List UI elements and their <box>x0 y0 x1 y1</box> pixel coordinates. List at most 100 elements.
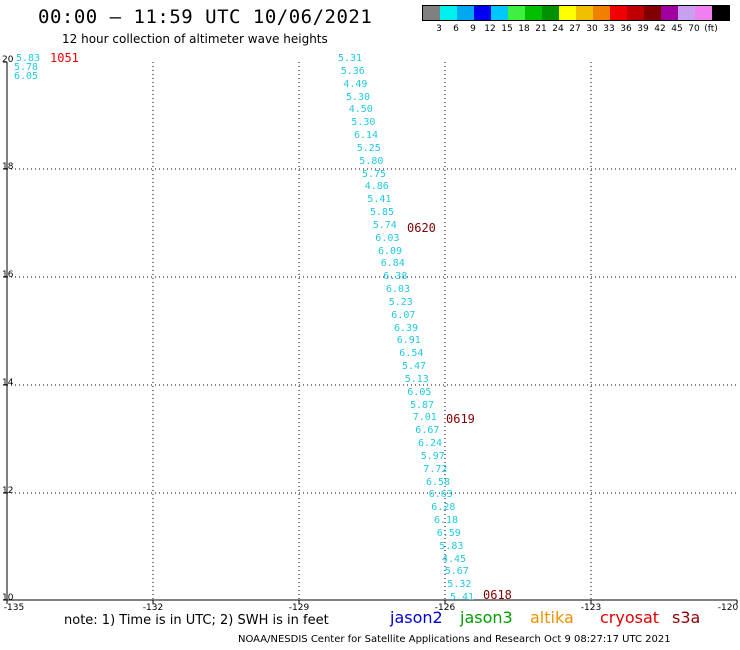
wave-height-value: 5.74 <box>372 219 397 231</box>
latitude-label: 18 <box>2 162 14 172</box>
legend-swatches <box>422 5 730 21</box>
legend-label: 6 <box>453 24 459 34</box>
subtitle: 12 hour collection of altimeter wave hei… <box>62 32 328 46</box>
wave-height-value: 7.01 <box>412 412 437 424</box>
color-scale-legend: 3 6 9 12 15 18 21 24 27 30 33 36 39 42 45 70 (ft) <box>422 5 730 36</box>
latitude-label: 12 <box>2 486 14 496</box>
legend-swatch <box>508 6 525 20</box>
wave-height-value: 6.67 <box>415 425 440 437</box>
latitude-label: 14 <box>2 378 14 388</box>
legend-label: 39 <box>637 24 649 34</box>
longitude-label: -132 <box>142 603 164 613</box>
legend-label: 36 <box>620 24 632 34</box>
wave-height-value: 5.83 <box>16 53 41 64</box>
wave-height-value: 5.23 <box>388 296 413 308</box>
legend-label: 45 <box>671 24 683 34</box>
legend-label: 24 <box>552 24 564 34</box>
legend-swatch <box>525 6 542 20</box>
wave-height-value: 6.39 <box>394 322 419 334</box>
wave-height-value: 4.49 <box>343 78 368 90</box>
legend-swatch <box>712 6 729 20</box>
wave-height-value: 6.14 <box>354 130 379 141</box>
wave-height-value: 5.36 <box>340 65 365 77</box>
wave-height-value: 5.97 <box>420 450 445 462</box>
legend-swatch <box>457 6 474 20</box>
wave-height-value: 6.58 <box>426 476 451 488</box>
wave-height-value: 5.47 <box>402 361 427 372</box>
legend-swatch <box>576 6 593 20</box>
legend-label: 3 <box>436 24 442 34</box>
legend-swatch <box>491 6 508 20</box>
legend-label: (ft) <box>704 24 718 34</box>
legend-swatch <box>644 6 661 20</box>
satellite-cryosat: cryosat <box>600 608 660 627</box>
pass-time-label: 1051 <box>50 51 79 65</box>
legend-label: 18 <box>518 24 530 34</box>
legend-swatch <box>423 6 440 20</box>
wave-height-value: 5.87 <box>410 399 435 411</box>
satellite-jason3: jason3 <box>460 608 513 627</box>
pass-time-label: 0618 <box>483 588 512 602</box>
wave-height-value: 5.30 <box>351 117 376 129</box>
satellite-s3a: s3a <box>672 608 701 627</box>
wave-height-value: 5.41 <box>367 194 392 206</box>
wave-height-value: 6.38 <box>383 271 408 283</box>
wave-height-value: 5.83 <box>439 540 464 552</box>
legend-swatch <box>695 6 712 20</box>
wave-height-value: 5.30 <box>346 91 371 103</box>
wave-height-value: 4.50 <box>348 104 373 116</box>
wave-height-value: 5.80 <box>359 155 384 167</box>
credit-line: NOAA/NESDIS Center for Satellite Applica… <box>238 634 671 645</box>
legend-swatch <box>440 6 457 20</box>
legend-label: 70 <box>688 24 700 34</box>
legend-swatch <box>661 6 678 20</box>
wave-height-value: 6.59 <box>436 527 461 539</box>
legend-label: 27 <box>569 24 581 34</box>
wave-height-value: 6.24 <box>418 438 443 449</box>
legend-swatch <box>542 6 559 20</box>
legend-swatch <box>559 6 576 20</box>
wave-height-value: 4.86 <box>364 181 389 193</box>
legend-swatch <box>610 6 627 20</box>
legend-label: 33 <box>603 24 615 34</box>
wave-height-value: 5.85 <box>370 207 395 218</box>
wave-height-value: 6.54 <box>399 348 424 360</box>
wave-height-value: 5.13 <box>404 373 429 385</box>
longitude-label: -129 <box>288 603 310 613</box>
longitude-label: -120 <box>717 603 739 613</box>
satellite-jason2: jason2 <box>390 608 443 627</box>
wave-height-value: 4.45 <box>442 553 467 565</box>
wave-height-value: 5.67 <box>444 566 469 578</box>
wave-height-value: 5.41 <box>450 592 475 603</box>
legend-label: 42 <box>654 24 666 34</box>
wave-height-value: 5.32 <box>447 579 472 591</box>
wave-height-value: 6.63 <box>428 489 453 501</box>
wave-height-value: 6.05 <box>14 71 39 82</box>
legend-swatch <box>627 6 644 20</box>
wave-height-value: 6.07 <box>391 309 416 321</box>
latitude-label: 20 <box>2 55 14 65</box>
legend-swatch <box>593 6 610 20</box>
wave-height-value: 5.75 <box>362 168 387 180</box>
latitude-label: 10 <box>2 593 14 603</box>
legend-labels: 3 6 9 12 15 18 21 24 27 30 33 36 39 42 45 70 (ft) <box>422 24 730 36</box>
legend-swatch <box>678 6 695 20</box>
note-text: note: 1) Time is in UTC; 2) SWH is in fe… <box>64 613 329 628</box>
wave-height-value: 6.05 <box>407 386 432 398</box>
wave-height-value: 5.25 <box>356 142 381 154</box>
wave-height-value: 6.28 <box>431 502 456 514</box>
longitude-label: -126 <box>434 603 456 613</box>
wave-height-value: 6.84 <box>380 258 405 270</box>
longitude-label: -123 <box>580 603 602 613</box>
wave-height-value: 5.78 <box>14 62 39 73</box>
legend-label: 9 <box>470 24 476 34</box>
wave-height-value: 7.72 <box>423 463 448 475</box>
satellite-altika: altika <box>530 608 574 627</box>
wave-height-value: 6.03 <box>386 284 411 295</box>
legend-label: 21 <box>535 24 547 34</box>
wave-height-value: 6.91 <box>396 335 421 347</box>
page-title: 00:00 – 11:59 UTC 10/06/2021 <box>38 6 373 28</box>
wave-height-value: 6.03 <box>375 232 400 244</box>
pass-time-label: 0620 <box>407 221 436 235</box>
